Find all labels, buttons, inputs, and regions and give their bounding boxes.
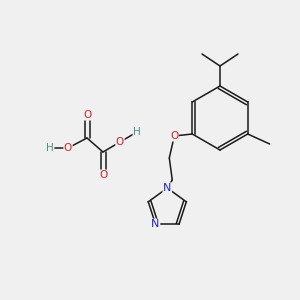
Text: N: N: [151, 219, 160, 229]
Text: H: H: [133, 127, 141, 137]
Text: O: O: [83, 110, 91, 120]
Text: O: O: [170, 131, 178, 141]
Text: O: O: [64, 143, 72, 153]
Text: N: N: [163, 183, 172, 193]
Text: O: O: [99, 170, 107, 180]
Text: O: O: [116, 137, 124, 147]
Text: H: H: [46, 143, 54, 153]
